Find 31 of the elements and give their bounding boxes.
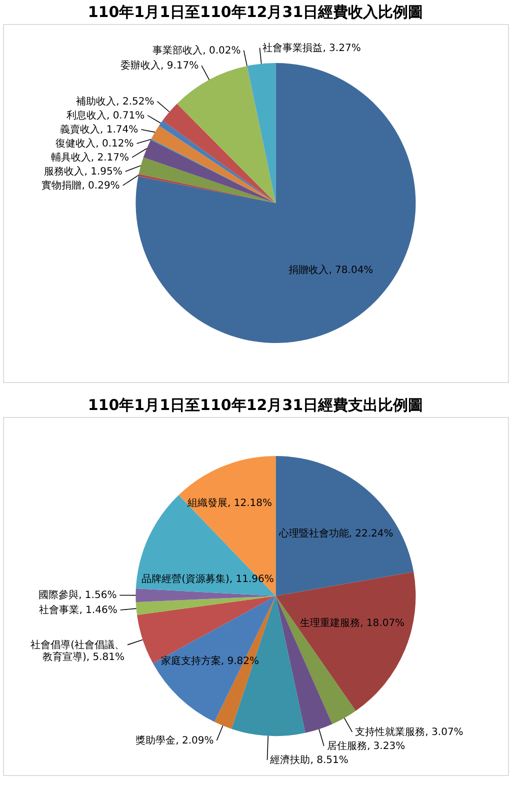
chart-title: 110年1月1日至110年12月31日經費支出比例圖 <box>88 396 424 414</box>
slice-label: 實物捐贈, 0.29% <box>42 179 120 192</box>
slice-label: 生理重建服務, 18.07% <box>300 616 405 629</box>
slice-label: 委辦收入, 9.17% <box>120 60 199 72</box>
slice-label: 利息收入, 0.71% <box>66 109 145 122</box>
slice-label: 心理暨社會功能, 22.24% <box>278 528 394 540</box>
chart-title: 110年1月1日至110年12月31日經費收入比例圖 <box>88 3 424 21</box>
slice-label: 服務收入, 1.95% <box>44 165 122 178</box>
pie-slice <box>136 596 276 615</box>
pie-slice <box>276 572 416 711</box>
pie-slice <box>136 495 276 596</box>
slice-label: 復健收入, 0.12% <box>56 137 134 150</box>
slice-label: 經濟扶助, 8.51% <box>269 754 348 766</box>
slice-label: 補助收入, 2.52% <box>76 95 154 108</box>
slice-label: 輔具收入, 2.17% <box>50 151 130 164</box>
pie-slice <box>136 596 276 664</box>
slice-label: 居住服務, 3.23% <box>326 740 406 752</box>
slice-label: 國際參與, 1.56% <box>38 589 117 602</box>
slice-label: 社會倡導(社會倡議、教育宣導), 5.81% <box>30 638 125 663</box>
slice-label: 捐贈收入, 78.04% <box>288 264 374 276</box>
slice-label: 社會事業損益, 3.27% <box>262 42 361 54</box>
slice-label: 獎助學金, 2.09% <box>136 734 214 746</box>
slice-label: 事業部收入, 0.02% <box>152 44 241 56</box>
pie-slice <box>152 596 276 722</box>
pie-slice <box>276 456 414 596</box>
slice-label: 支持性就業服務, 3.07% <box>355 726 464 738</box>
slice-label: 社會事業, 1.46% <box>39 604 118 616</box>
slice-label: 組織發展, 12.18% <box>186 497 272 510</box>
pie-slice <box>138 157 276 203</box>
pie-slice <box>162 104 276 203</box>
slice-label: 義賣收入, 1.74% <box>60 123 138 136</box>
